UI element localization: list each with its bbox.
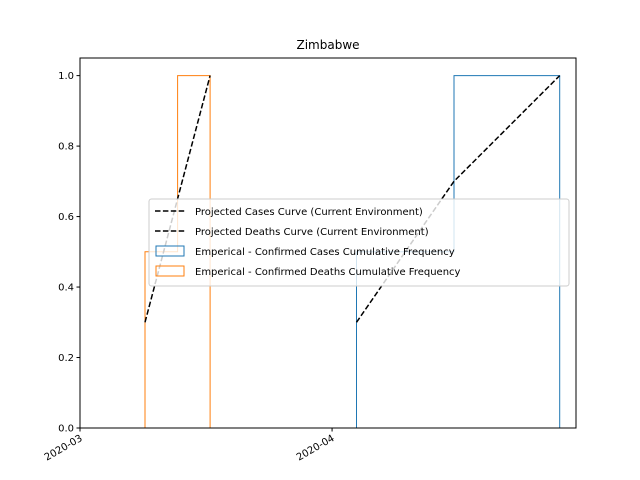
legend-box [148,198,570,287]
chart-title: Zimbabwe [296,38,359,52]
y-tick-label-1: 0.2 [58,353,74,364]
legend-label-0: Projected Cases Curve (Current Environme… [195,207,423,218]
y-tick-label-3: 0.6 [58,212,74,223]
y-tick-label-0: 0.0 [58,424,74,435]
x-axis: 2020-03 2020-04 [43,428,337,463]
y-axis: 0.0 0.2 0.4 0.6 0.8 1.0 [58,71,80,435]
legend-label-3: Emperical - Confirmed Deaths Cumulative … [195,267,461,278]
axes-frame [79,57,577,429]
x-tick-label-1: 2020-04 [295,433,337,463]
y-tick-label-4: 0.8 [58,142,74,153]
legend-swatch-3 [155,265,185,277]
legend: Projected Cases Curve (Current Environme… [148,198,570,287]
legend-label-2: Emperical - Confirmed Cases Cumulative F… [195,247,455,258]
legend-swatch-2 [155,245,185,257]
series-3-step [144,75,211,428]
y-tick-label-2: 0.4 [58,283,74,294]
legend-label-1: Projected Deaths Curve (Current Environm… [195,227,429,238]
x-tick-label-0: 2020-03 [43,433,85,463]
y-tick-label-5: 1.0 [58,71,74,82]
